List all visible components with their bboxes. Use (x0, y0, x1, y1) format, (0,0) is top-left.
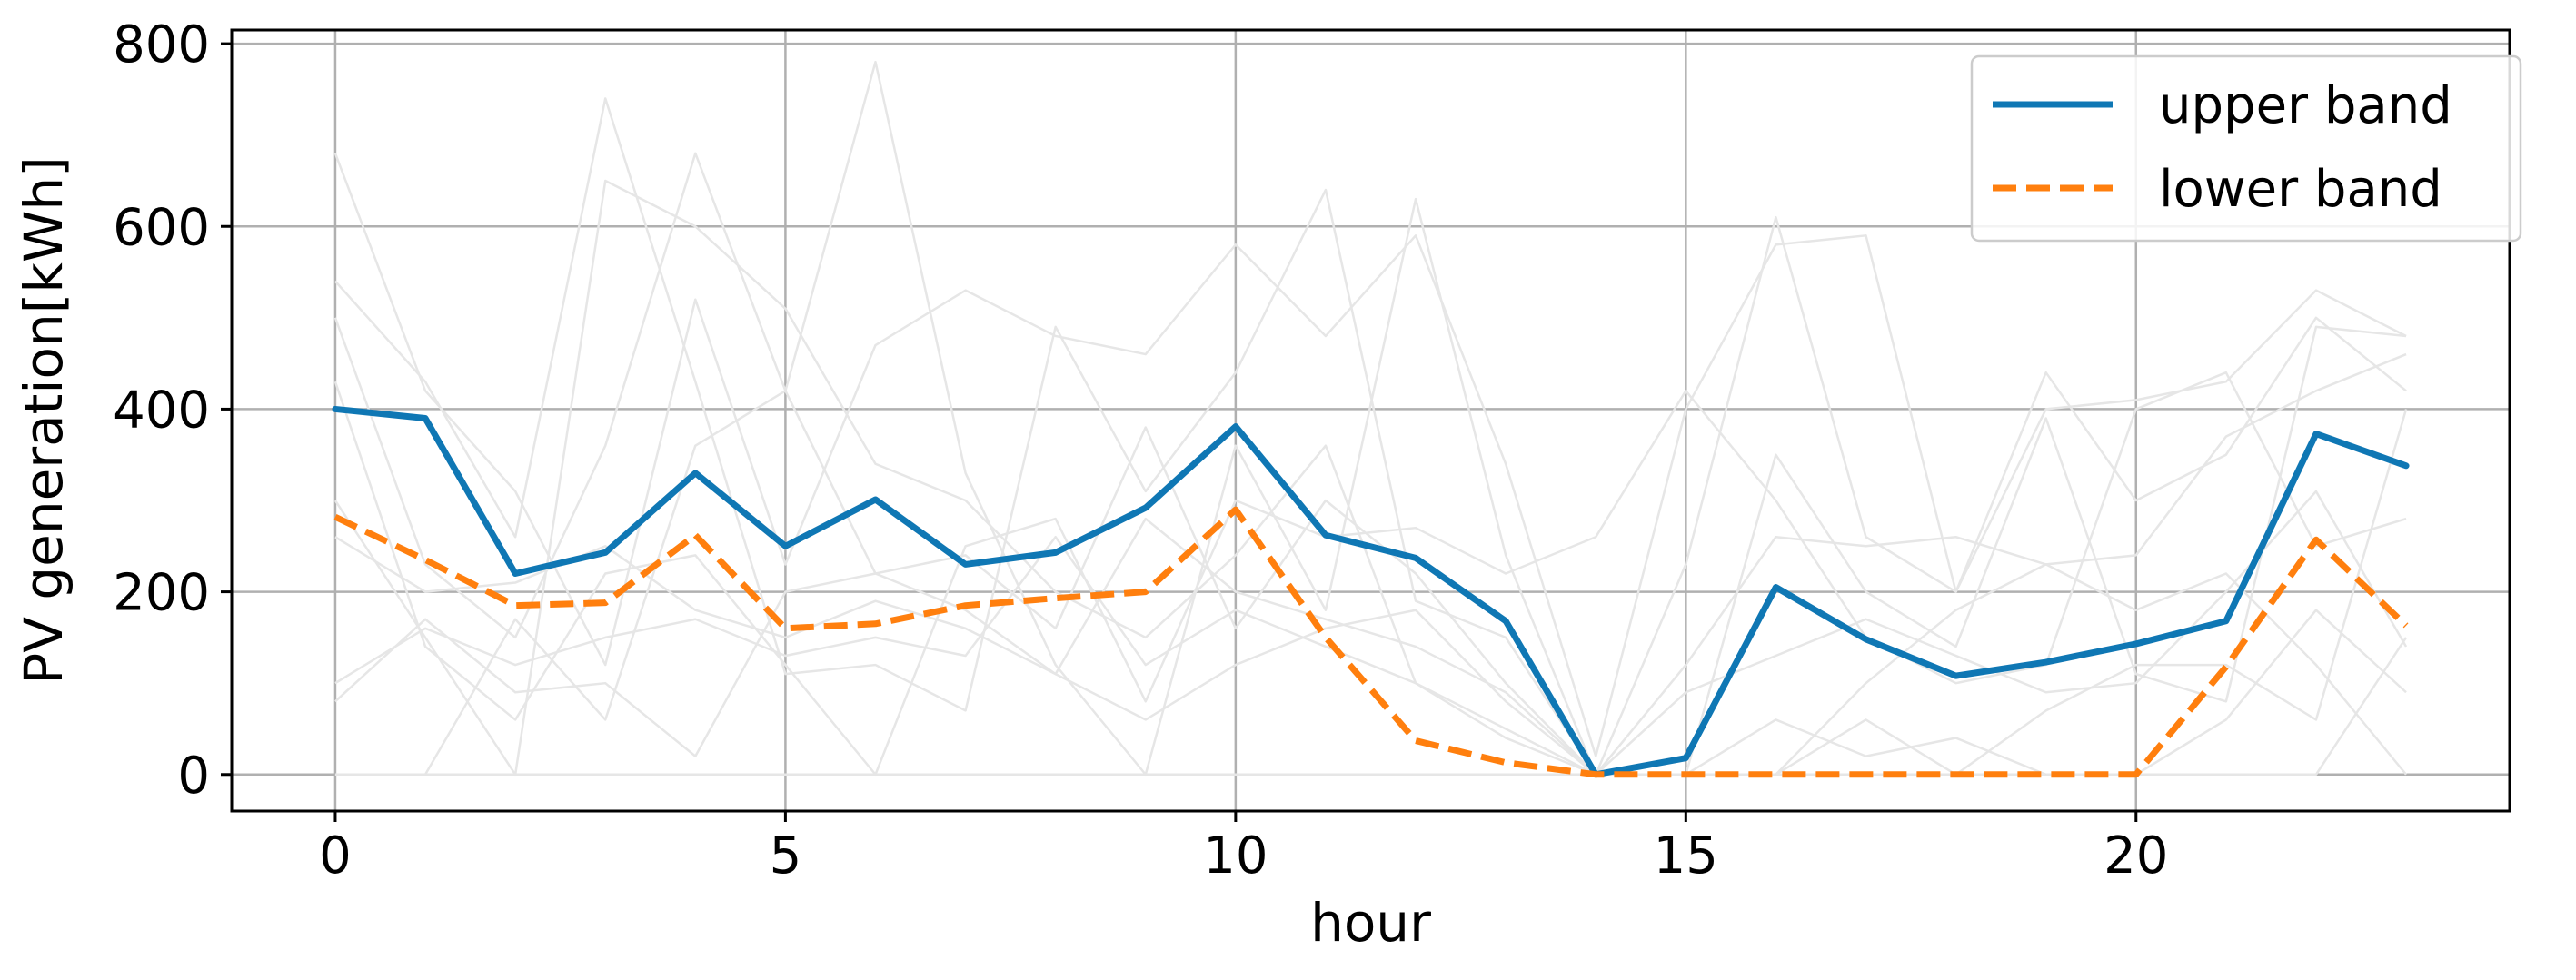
x-tick-label: 10 (1203, 827, 1268, 886)
plot-area-frame (230, 28, 2511, 813)
x-tick-label: 15 (1654, 827, 1718, 886)
legend-label-upper-band: upper band (2159, 76, 2452, 135)
background-scenario-line-7 (334, 390, 2408, 777)
x-axis-label: hour (1310, 892, 1431, 954)
series-line-upper-band (332, 405, 2410, 778)
y-tick-label: 600 (113, 198, 210, 257)
x-tick-label: 5 (770, 827, 802, 886)
background-series-group (333, 60, 2408, 777)
background-scenario-line-2 (333, 60, 2407, 777)
x-tick-label: 20 (2104, 827, 2168, 886)
y-axis-label: PV generation[kWh] (13, 156, 75, 684)
background-scenario-line-3 (333, 179, 2407, 777)
x-axis-ticks: 0 5 10 15 20 (319, 811, 2168, 886)
y-axis-ticks: 0 200 400 600 800 (113, 15, 232, 806)
legend-label-lower-band: lower band (2159, 160, 2442, 219)
background-scenario-line-0 (333, 153, 2407, 757)
background-scenario-line-5 (334, 490, 2408, 777)
background-scenario-line-1 (334, 97, 2407, 777)
series-line-lower-band (333, 506, 2409, 778)
x-tick-label: 0 (319, 827, 352, 886)
background-scenario-line-9 (334, 637, 2408, 777)
band-series-group (332, 405, 2410, 778)
y-tick-label: 800 (113, 15, 210, 74)
y-tick-label: 400 (113, 381, 210, 440)
y-tick-label: 200 (113, 564, 210, 623)
y-tick-label: 0 (177, 747, 210, 806)
legend: upper band lower band (1970, 54, 2522, 243)
background-scenario-line-4 (333, 371, 2407, 777)
background-scenario-line-8 (334, 409, 2408, 777)
